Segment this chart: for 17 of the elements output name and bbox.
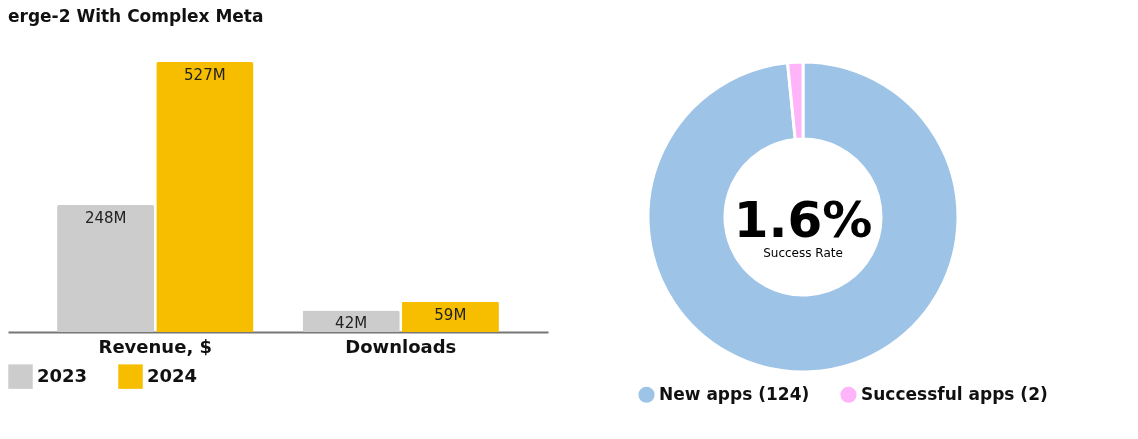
- data-label: 248M: [84, 208, 127, 227]
- legend-label: 2023: [37, 364, 88, 386]
- chart-title: erge-2 With Complex Meta: [8, 6, 264, 26]
- data-label: 59M: [434, 305, 467, 324]
- data-label: 42M: [335, 314, 368, 333]
- legend-label: New apps (124): [659, 383, 810, 404]
- text: Success Rate: [763, 246, 843, 260]
- legend-label: 2024: [147, 364, 198, 386]
- bar: [401, 301, 499, 332]
- text: 1.6%: [733, 191, 873, 249]
- x-tick-label: Downloads: [345, 335, 457, 357]
- donut-slice: [646, 60, 960, 374]
- bar: [156, 62, 254, 332]
- bar: [57, 204, 155, 332]
- x-tick-label: Revenue, $: [98, 335, 213, 357]
- legend-label: Successful apps (2): [861, 383, 1048, 404]
- data-label: 527M: [184, 66, 226, 84]
